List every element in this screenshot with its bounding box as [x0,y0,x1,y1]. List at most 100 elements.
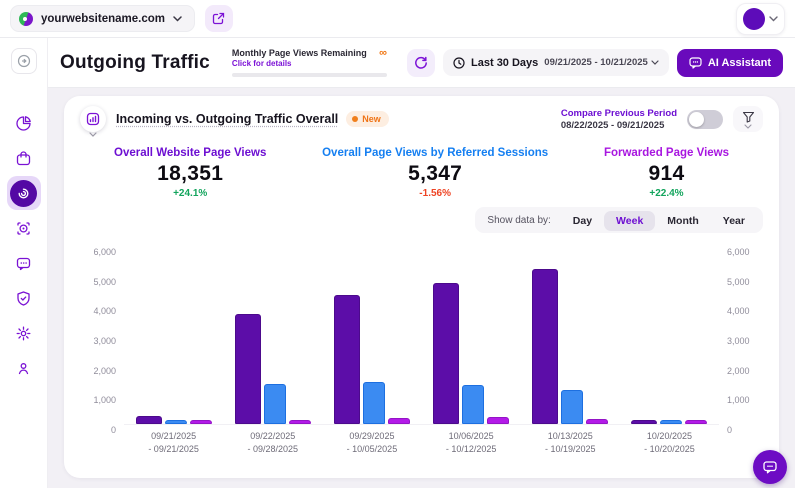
bar-group [124,416,223,424]
show-by-week[interactable]: Week [604,211,655,231]
show-by-day[interactable]: Day [561,211,604,231]
chart-widget-icon[interactable] [80,106,106,132]
x-tick: 10/06/2025- 10/12/2025 [422,430,521,456]
avatar [743,8,765,30]
quota-widget: Monthly Page Views Remaining Click for d… [232,48,387,77]
shield-check-icon [15,290,32,307]
chevron-down-icon [173,16,182,22]
sidebar-expand-button[interactable] [11,48,37,74]
open-website-button[interactable] [205,5,233,32]
y-axis-right: 6,0005,0004,0003,0002,0001,0000 [719,247,763,435]
sidebar-item-security[interactable] [7,281,41,315]
bar[interactable] [631,420,657,424]
date-range-picker[interactable]: Last 30 Days 09/21/2025 - 10/21/2025 [443,49,669,76]
user-pin-icon [15,360,32,377]
active-item-background [10,180,37,207]
card-title: Incoming vs. Outgoing Traffic Overall [116,112,338,126]
ai-chat-icon [689,56,702,69]
show-by-year[interactable]: Year [711,211,757,231]
bar[interactable] [685,420,707,424]
sidebar-item-analytics[interactable] [7,106,41,140]
quota-label: Monthly Page Views Remaining [232,48,367,59]
bar[interactable] [136,416,162,424]
y-axis-left: 6,000 5,000 4,000 3,000 2,000 1,000 0 [80,247,124,435]
bar[interactable] [190,420,212,424]
bar[interactable] [487,417,509,424]
sidebar-item-tracking[interactable] [7,211,41,245]
y-tick: 1,000 [93,395,116,405]
metric-label: Overall Page Views by Referred Sessions [322,147,548,159]
bar[interactable] [388,418,410,424]
chevron-down-icon[interactable] [89,132,97,137]
bar[interactable] [289,420,311,424]
toggle-knob [689,112,704,127]
show-data-by-label: Show data by: [487,215,550,226]
y-tick: 6,000 [93,247,116,257]
bar-chart-icon [86,112,100,126]
compare-range: 08/22/2025 - 09/21/2025 [561,120,677,131]
refresh-button[interactable] [407,49,435,77]
chat-icon [15,255,32,272]
bar-group [223,314,322,424]
external-link-icon [212,12,225,25]
sidebar-item-visitors[interactable] [7,351,41,385]
new-badge-dot [352,116,358,122]
y-tick: 5,000 [93,277,116,287]
bar-group [422,283,521,424]
plot-area [124,247,719,425]
new-badge: New [346,111,389,127]
pie-chart-icon [15,115,32,132]
bar-group [521,269,620,424]
traffic-overview-card: Incoming vs. Outgoing Traffic Overall Ne… [64,96,779,478]
bar[interactable] [165,420,187,424]
support-chat-button[interactable] [753,450,787,484]
metric-referred-sessions: Overall Page Views by Referred Sessions … [322,147,548,199]
bar[interactable] [433,283,459,424]
y-tick: 0 [111,425,116,435]
bar[interactable] [586,419,608,424]
compare-toggle[interactable] [687,110,723,129]
user-menu[interactable] [736,3,785,35]
sidebar [0,38,48,488]
date-range-value: 09/21/2025 - 10/21/2025 [544,57,659,68]
bar-group [322,295,421,424]
y-tick: 2,000 [93,366,116,376]
sidebar-item-settings[interactable] [7,316,41,350]
chevron-down-icon [744,124,752,129]
quota-details-link[interactable]: Click for details [232,59,367,68]
bar[interactable] [660,420,682,424]
x-axis-labels: 09/21/2025- 09/21/202509/22/2025- 09/28/… [124,430,719,456]
bar[interactable] [561,390,583,424]
expand-arrow-icon [17,54,31,68]
scan-target-icon [15,220,32,237]
website-selector[interactable]: yourwebsitename.com [10,5,195,32]
show-data-by-group: Show data by: DayWeekMonthYear [475,207,763,233]
y-tick: 4,000 [93,306,116,316]
sidebar-item-messages[interactable] [7,246,41,280]
metric-value: 914 [604,162,729,186]
x-tick: 09/22/2025- 09/28/2025 [223,430,322,456]
sidebar-item-store[interactable] [7,141,41,175]
bar[interactable] [532,269,558,424]
bar[interactable] [334,295,360,424]
y-tick: 0 [727,425,732,435]
filter-button[interactable] [733,106,763,132]
ai-assistant-button[interactable]: AI Assistant [677,49,783,77]
bar[interactable] [235,314,261,424]
bar[interactable] [264,384,286,424]
gear-icon [15,325,32,342]
compare-label: Compare Previous Period [561,107,677,120]
chevron-down-icon [769,16,778,22]
x-tick: 10/20/2025- 10/20/2025 [620,430,719,456]
sidebar-item-outgoing-traffic[interactable] [7,176,41,210]
bar[interactable] [462,385,484,424]
quota-progressbar [232,73,387,77]
show-by-month[interactable]: Month [655,211,711,231]
y-tick: 3,000 [93,336,116,346]
x-tick: 10/13/2025- 10/19/2025 [521,430,620,456]
bar[interactable] [363,382,385,424]
metric-delta: -1.56% [322,188,548,199]
funnel-icon [742,111,755,123]
metrics-row: Overall Website Page Views 18,351 +24.1%… [80,137,763,199]
traffic-bar-chart: 6,000 5,000 4,000 3,000 2,000 1,000 0 09/21/20… [80,247,763,456]
